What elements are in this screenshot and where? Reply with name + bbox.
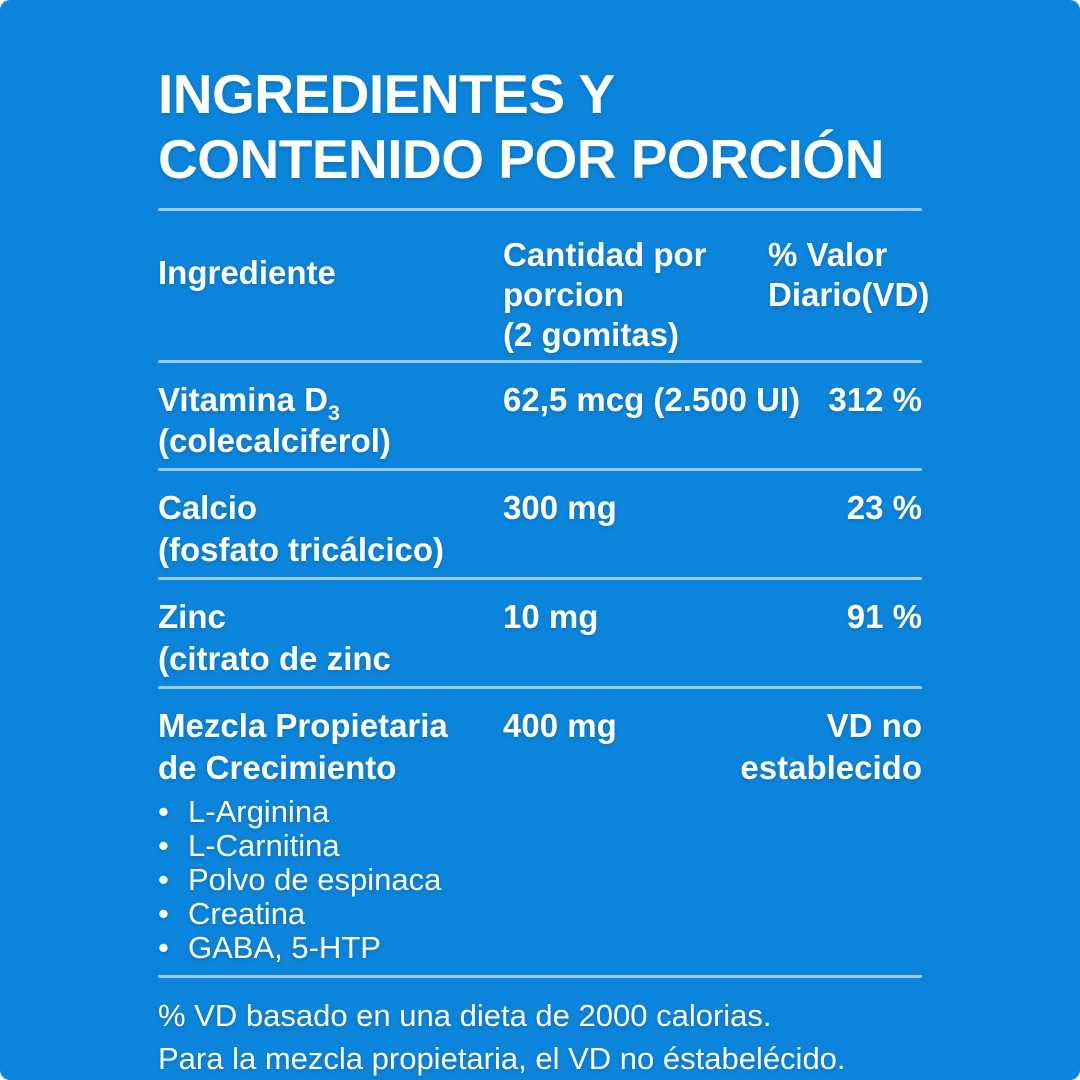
footnote-proprietary-blend: Para la mezcla propietaria, el VD no ést… <box>158 1040 846 1076</box>
ingredient-detail: (citrato de zinc <box>158 640 391 678</box>
component-item: • Polvo de espinaca <box>158 861 922 897</box>
component-label: L-Arginina <box>188 793 330 829</box>
component-label: Polvo de espinaca <box>188 861 442 897</box>
table-row-mezcla-propietaria: Mezcla Propietaria de Crecimiento 400 mg… <box>158 689 922 975</box>
daily-value-cell: 23 % <box>846 489 922 527</box>
ingredient-name: Calcio <box>158 489 258 527</box>
column-header-ingredient: Ingrediente <box>158 253 336 291</box>
bullet-icon: • <box>158 861 169 897</box>
page-title: INGREDIENTES Y CONTENIDO POR PORCIÓN <box>158 62 922 192</box>
amount-cell: 300 mg <box>503 489 617 527</box>
footnotes: % VD basado en una dieta de 2000 caloria… <box>158 978 922 1080</box>
ingredient-name: Vitamina D3 <box>158 380 340 425</box>
page-title-line1: INGREDIENTES Y <box>158 63 615 125</box>
divider <box>158 359 922 363</box>
bullet-icon: • <box>158 929 169 965</box>
subscript: 3 <box>327 400 340 425</box>
daily-value-cell: 312 % <box>828 380 922 418</box>
table-header-row: Ingrediente Cantidad por porcion (2 gomi… <box>158 211 930 360</box>
mezcla-main-line: Mezcla Propietaria de Crecimiento 400 mg… <box>158 705 922 789</box>
ingredient-name: Zinc <box>158 598 226 636</box>
component-label: Creatina <box>188 895 306 931</box>
component-item: • Creatina <box>158 895 922 931</box>
column-header-daily-value: % Valor Diario(VD) <box>768 235 930 314</box>
component-item: • GABA, 5-HTP <box>158 929 922 965</box>
component-label: L-Carnitina <box>188 827 340 863</box>
component-label: GABA, 5-HTP <box>188 929 381 965</box>
daily-value-cell: 91 % <box>846 598 922 636</box>
divider <box>158 207 922 211</box>
ingredient-cell: Vitamina D3 (colecalciferol) <box>158 379 503 463</box>
table-row-vitamina-d3: Vitamina D3 (colecalciferol) 62,5 mcg (2… <box>158 363 922 469</box>
divider <box>158 577 922 581</box>
bullet-icon: • <box>158 895 169 931</box>
divider <box>158 468 922 472</box>
ingredient-cell: Zinc (citrato de zinc <box>158 596 503 680</box>
column-header-amount: Cantidad por porcion (2 gomitas) <box>503 235 707 354</box>
ingredient-name: Mezcla Propietaria de Crecimiento <box>158 706 448 786</box>
ingredient-cell: Mezcla Propietaria de Crecimiento <box>158 705 503 789</box>
page-title-line2: CONTENIDO POR PORCIÓN <box>158 127 884 190</box>
component-item: • L-Arginina <box>158 793 922 829</box>
amount-cell: 10 mg <box>503 598 599 636</box>
bullet-icon: • <box>158 827 169 863</box>
component-list: • L-Arginina • L-Carnitina • Polvo de espin… <box>158 793 922 965</box>
amount-cell: 62,5 mcg (2.500 UI) <box>503 380 801 418</box>
ingredient-cell: Calcio (fosfato tricálcico) <box>158 487 503 571</box>
bullet-icon: • <box>158 793 169 829</box>
daily-value-cell: VD no establecido <box>740 706 922 786</box>
component-item: • L-Carnitina <box>158 827 922 863</box>
divider <box>158 685 922 689</box>
divider <box>158 974 922 978</box>
ingredient-detail: (fosfato tricálcico) <box>158 531 445 569</box>
footnote-daily-value-basis: % VD basado en una dieta de 2000 caloria… <box>158 997 772 1033</box>
amount-cell: 400 mg <box>503 706 617 744</box>
table-row-zinc: Zinc (citrato de zinc 10 mg 91 % <box>158 580 922 686</box>
ingredient-detail: (colecalciferol) <box>158 422 391 460</box>
table-row-calcio: Calcio (fosfato tricálcico) 300 mg 23 % <box>158 471 922 577</box>
